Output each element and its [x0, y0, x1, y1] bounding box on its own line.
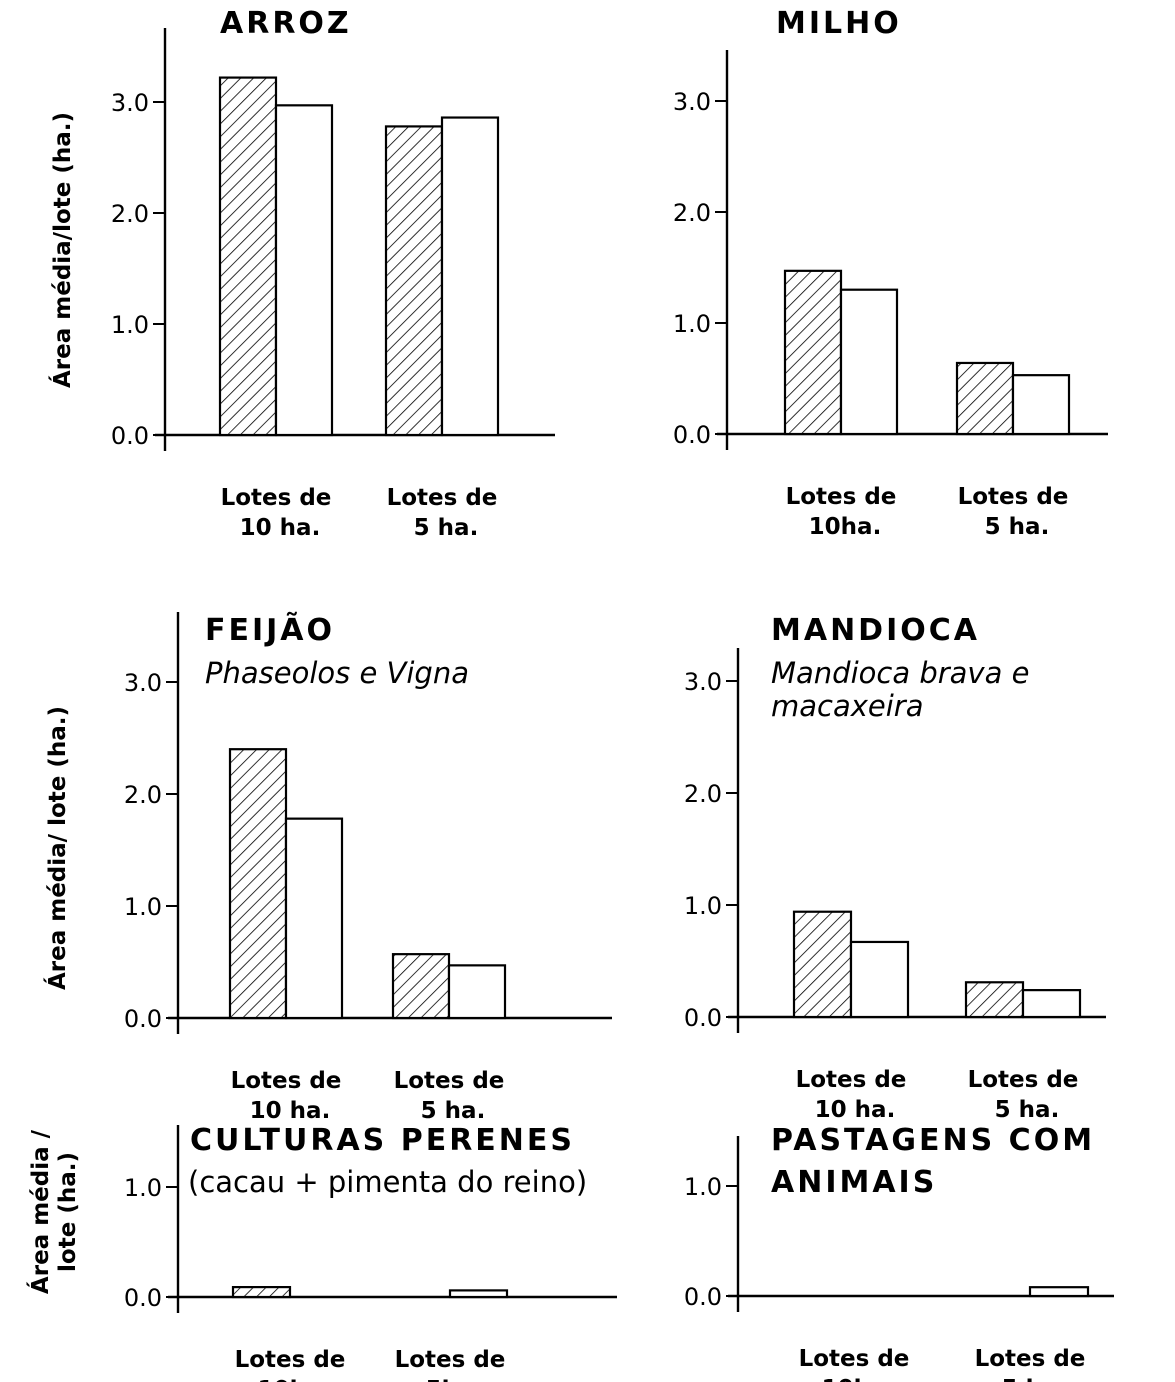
chart-panel: ARROZ 0.0 1.0 2.0 3.0 Área média/lote (ha.) Lo… [48, 6, 555, 541]
bar-open [839, 288, 899, 436]
bar-open [1021, 989, 1082, 1019]
y-tick-label: 0.0 [673, 421, 711, 449]
bar-open [447, 964, 507, 1020]
y-tick-label: 3.0 [684, 668, 722, 696]
chart-subtitle: macaxeira [771, 689, 924, 723]
category-label: Lotes de [395, 1347, 506, 1373]
chart-subtitle: Phaseolos e Vigna [205, 656, 469, 690]
category-label-line-2: 10ha. [822, 1376, 895, 1382]
y-tick-label: 3.0 [673, 88, 711, 116]
bar-open [448, 1289, 509, 1299]
bar-open [1028, 1286, 1090, 1298]
bar-hatched [964, 981, 1025, 1019]
chart-subtitle: (cacau + pimenta do reino) [188, 1165, 587, 1199]
bar-hatched [783, 269, 843, 436]
y-axis-label: Área média/lote (ha.) [48, 112, 76, 388]
category-label: Lotes de [975, 1346, 1086, 1372]
category-label: Lotes de [958, 484, 1069, 510]
category-label: Lotes de [221, 485, 332, 511]
category-label: Lotes de [786, 484, 897, 510]
y-tick-label: 3.0 [124, 669, 162, 697]
bar-hatched [955, 361, 1015, 436]
category-label: Lotes de [796, 1067, 907, 1093]
bar-hatched [228, 748, 288, 1020]
y-tick-label: 2.0 [673, 199, 711, 227]
category-label-line-2: 10 ha. [240, 515, 321, 541]
category-label-line-2: 10 ha. [250, 1098, 331, 1124]
chart-subtitle: Mandioca brava e [771, 656, 1029, 690]
bar-hatched [391, 953, 451, 1020]
bar-open [274, 104, 334, 437]
y-tick-label: 0.0 [111, 422, 149, 450]
y-tick-label: 0.0 [124, 1284, 162, 1312]
y-tick-label: 1.0 [124, 893, 162, 921]
category-label: Lotes de [968, 1067, 1079, 1093]
category-label: Lotes de [394, 1068, 505, 1094]
y-tick-label: 3.0 [111, 89, 149, 117]
y-tick-label: 1.0 [673, 310, 711, 338]
chart-panel: FEIJÃO Phaseolos e Vigna 0.0 1.0 2.0 3.0 Área … [43, 611, 612, 1124]
chart-panel: CULTURAS PERENES (cacau + pimenta do rein… [26, 1123, 617, 1382]
chart-panel: PASTAGENS COM ANIMAIS 0.0 1.0 Lotes de 10ha. L… [684, 1123, 1114, 1382]
chart-title: PASTAGENS COM [771, 1123, 1095, 1158]
category-label-line-2: 5 ha. [1002, 1376, 1067, 1382]
y-tick-label: 0.0 [124, 1005, 162, 1033]
y-tick-label: 1.0 [684, 1173, 722, 1201]
chart-title: MANDIOCA [771, 613, 980, 648]
chart-title: FEIJÃO [205, 611, 335, 648]
bar-hatched [792, 910, 853, 1019]
bar-hatched [384, 125, 444, 437]
category-label-line-2: 5 ha. [995, 1097, 1060, 1123]
y-tick-label: 0.0 [684, 1004, 722, 1032]
bar-hatched [231, 1285, 292, 1299]
y-tick-label: 2.0 [111, 200, 149, 228]
chart-title: ARROZ [220, 6, 352, 41]
category-label-line-2: 10ha. [809, 514, 882, 540]
chart-panel: MILHO 0.0 1.0 2.0 3.0 Lotes de 10ha. Lotes de 5 … [673, 6, 1108, 540]
y-tick-label: 1.0 [124, 1174, 162, 1202]
category-label: Lotes de [235, 1347, 346, 1373]
category-label-line-2: 5ha. [426, 1377, 483, 1382]
category-label: Lotes de [799, 1346, 910, 1372]
bar-open [440, 116, 500, 437]
y-axis-label: Área média/ lote (ha.) [43, 706, 71, 990]
category-label: Lotes de [387, 485, 498, 511]
y-tick-label: 2.0 [684, 780, 722, 808]
bar-open [849, 940, 910, 1019]
category-label-line-2: 5 ha. [414, 515, 479, 541]
y-axis-label-line-2: lote (ha.) [55, 1152, 81, 1272]
y-tick-label: 1.0 [684, 892, 722, 920]
chart-title-line-2: ANIMAIS [771, 1165, 937, 1200]
chart-title: CULTURAS PERENES [190, 1123, 575, 1158]
bar-hatched [218, 76, 278, 437]
y-tick-label: 0.0 [684, 1283, 722, 1311]
category-label-line-2: 5 ha. [421, 1098, 486, 1124]
bar-open [1011, 374, 1071, 436]
y-tick-label: 2.0 [124, 781, 162, 809]
category-label-line-2: 10ha. [258, 1377, 331, 1382]
chart-title: MILHO [776, 6, 902, 41]
category-label: Lotes de [231, 1068, 342, 1094]
category-label-line-2: 10 ha. [815, 1097, 896, 1123]
category-label-line-2: 5 ha. [985, 514, 1050, 540]
y-tick-label: 1.0 [111, 311, 149, 339]
bar-open [284, 817, 344, 1020]
y-axis-label: Área média / [26, 1129, 54, 1294]
